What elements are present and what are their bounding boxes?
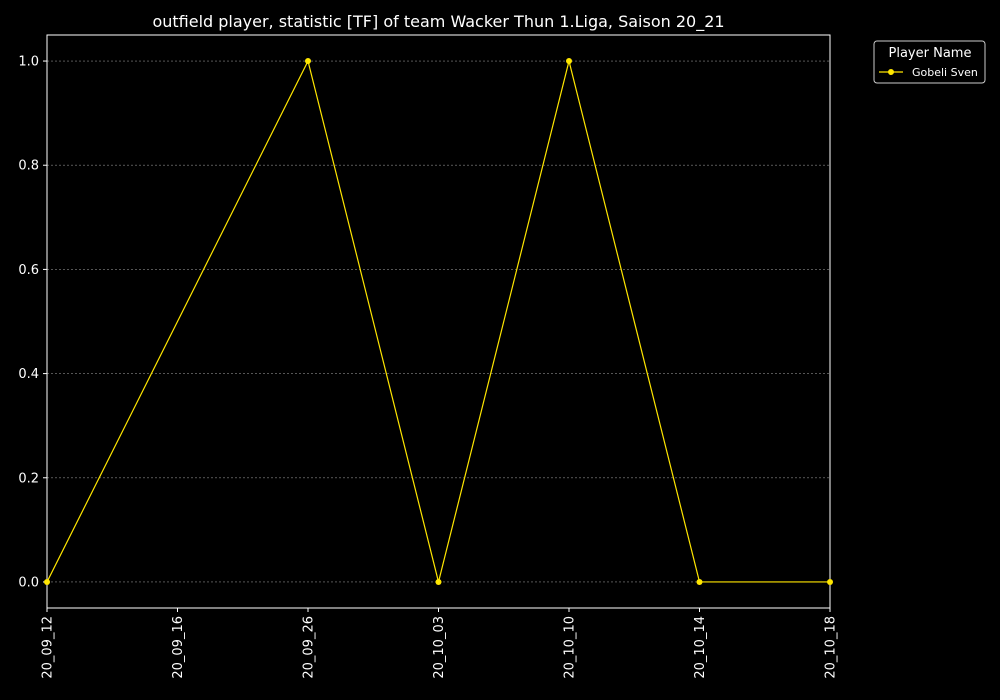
legend: Player Name Gobeli Sven [873, 40, 986, 84]
x-tick-label: 20_10_10 [563, 616, 578, 679]
data-point [44, 578, 50, 585]
y-axis: 0.0 0.2 0.4 0.6 0.8 1.0 [18, 55, 47, 590]
y-tick-label: 0.0 [18, 575, 39, 590]
x-tick-label: 20_10_03 [432, 616, 447, 679]
legend-label-gobeli-sven: Gobeli Sven [912, 66, 978, 79]
legend-swatch-marker [888, 69, 894, 75]
x-axis: 20_09_12 20_09_16 20_09_26 20_10_03 20_10_10… [41, 608, 839, 679]
x-tick-label: 20_09_12 [41, 616, 56, 679]
data-point [566, 58, 572, 65]
data-point [827, 578, 833, 585]
series-layer [44, 58, 833, 585]
y-tick-label: 1.0 [18, 55, 39, 70]
data-point [305, 58, 311, 65]
x-tick-label: 20_10_18 [824, 616, 839, 679]
data-point [696, 578, 703, 585]
y-tick-label: 0.2 [18, 471, 39, 486]
legend-title: Player Name [889, 46, 972, 61]
x-tick-label: 20_09_16 [171, 616, 186, 679]
x-tick-label: 20_10_14 [693, 616, 708, 679]
chart-title: outfield player, statistic [TF] of team … [152, 12, 724, 32]
series-line [46, 59, 830, 583]
y-tick-label: 0.4 [18, 367, 39, 382]
data-point [435, 578, 442, 585]
x-tick-label: 20_09_26 [302, 616, 317, 679]
y-tick-label: 0.6 [18, 263, 39, 278]
y-tick-label: 0.8 [18, 159, 39, 174]
